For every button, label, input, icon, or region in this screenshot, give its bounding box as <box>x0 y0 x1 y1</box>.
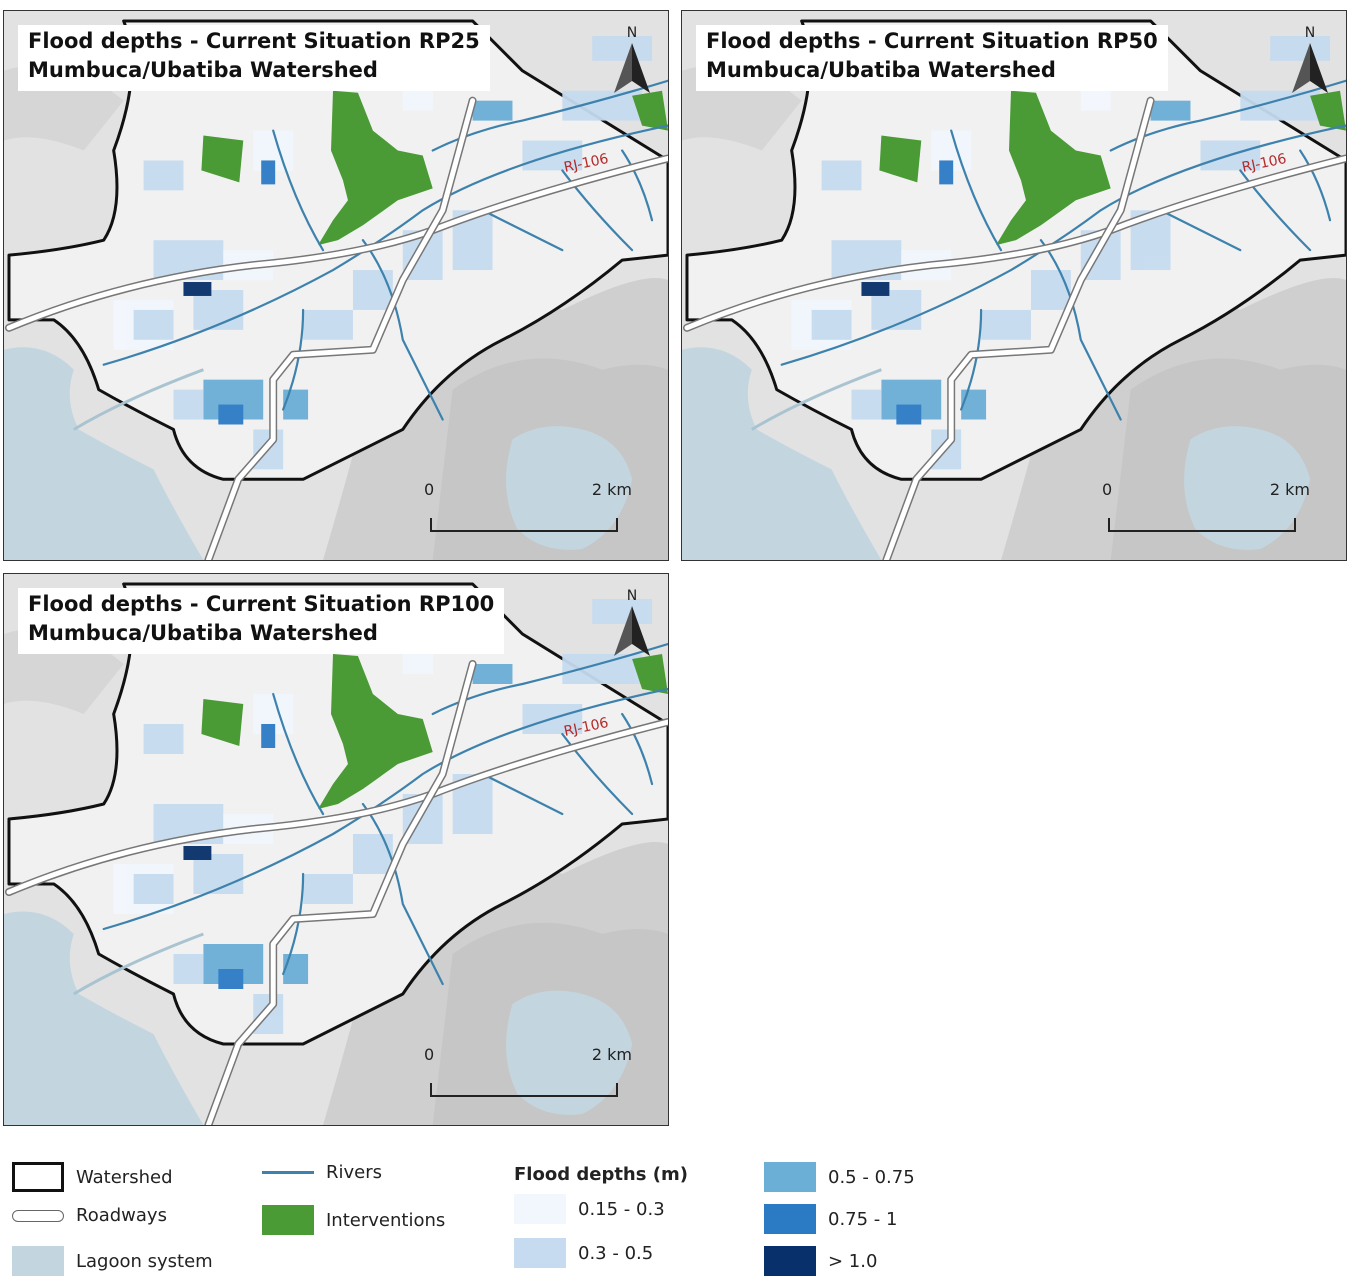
title-line-2: Mumbuca/Ubatiba Watershed <box>706 58 1056 82</box>
legend-label: 0.75 - 1 <box>828 1208 898 1230</box>
north-label: N <box>627 588 637 604</box>
map-panel-rp50: Flood depths - Current Situation RP50 Mu… <box>681 10 1347 561</box>
scale-bar-line <box>430 518 618 532</box>
legend-lagoon: Lagoon system <box>12 1246 213 1276</box>
north-arrow-icon: N <box>610 584 654 664</box>
title-line-1: Flood depths - Current Situation RP100 <box>28 592 495 616</box>
title-line-1: Flood depths - Current Situation RP50 <box>706 29 1158 53</box>
title-line-1: Flood depths - Current Situation RP25 <box>28 29 480 53</box>
legend-label: Rivers <box>326 1162 383 1183</box>
scale-bar-line <box>1108 518 1296 532</box>
class-4-swatch <box>764 1204 816 1234</box>
north-label: N <box>1305 25 1315 41</box>
scale-bar-line <box>430 1083 618 1097</box>
scale-end-label: 2 km <box>591 1045 632 1064</box>
legend-class-1: 0.15 - 0.3 <box>514 1194 665 1224</box>
legend-label: > 1.0 <box>828 1250 878 1272</box>
scale-bar: 0 2 km <box>422 1041 632 1111</box>
class-1-swatch <box>514 1194 566 1224</box>
class-2-swatch <box>514 1238 566 1268</box>
north-label: N <box>627 25 637 41</box>
title-line-2: Mumbuca/Ubatiba Watershed <box>28 621 378 645</box>
map-panel-rp100: Flood depths - Current Situation RP100 M… <box>3 573 669 1126</box>
lagoon-swatch <box>12 1246 64 1276</box>
scale-start-label: 0 <box>424 480 435 499</box>
scale-end-label: 2 km <box>591 480 632 499</box>
legend-class-4: 0.75 - 1 <box>764 1204 897 1234</box>
scale-bar: 0 2 km <box>422 476 632 546</box>
legend-label: Lagoon system <box>76 1250 213 1272</box>
rivers-swatch <box>262 1171 314 1174</box>
flood-depths-legend-title: Flood depths (m) <box>514 1164 688 1185</box>
scale-start-label: 0 <box>1102 480 1113 499</box>
legend-class-5: > 1.0 <box>764 1246 877 1276</box>
north-arrow-icon: N <box>610 21 654 101</box>
interventions-swatch <box>262 1205 314 1235</box>
map-legend: Watershed Roadways Lagoon system Rivers … <box>0 1150 1358 1282</box>
map-title: Flood depths - Current Situation RP25 Mu… <box>18 25 490 91</box>
watershed-swatch <box>12 1162 64 1192</box>
legend-label: Roadways <box>76 1205 167 1226</box>
roadways-swatch <box>12 1209 64 1222</box>
class-5-swatch <box>764 1246 816 1276</box>
legend-label: 0.3 - 0.5 <box>578 1242 654 1264</box>
legend-class-2: 0.3 - 0.5 <box>514 1238 653 1268</box>
legend-label: Watershed <box>76 1166 173 1188</box>
north-arrow-icon: N <box>1288 21 1332 101</box>
legend-interventions: Interventions <box>262 1205 445 1235</box>
map-title: Flood depths - Current Situation RP50 Mu… <box>696 25 1168 91</box>
legend-label: 0.15 - 0.3 <box>578 1198 665 1220</box>
class-3-swatch <box>764 1162 816 1192</box>
scale-start-label: 0 <box>424 1045 435 1064</box>
map-title: Flood depths - Current Situation RP100 M… <box>18 588 505 654</box>
legend-label: Interventions <box>326 1209 446 1231</box>
scale-bar: 0 2 km <box>1100 476 1310 546</box>
legend-roadways: Roadways <box>12 1205 167 1226</box>
legend-label: 0.5 - 0.75 <box>828 1166 915 1188</box>
legend-class-3: 0.5 - 0.75 <box>764 1162 915 1192</box>
map-panel-rp25: Flood depths - Current Situation RP25 Mu… <box>3 10 669 561</box>
legend-rivers: Rivers <box>262 1162 382 1183</box>
title-line-2: Mumbuca/Ubatiba Watershed <box>28 58 378 82</box>
legend-watershed: Watershed <box>12 1162 173 1192</box>
scale-end-label: 2 km <box>1269 480 1310 499</box>
